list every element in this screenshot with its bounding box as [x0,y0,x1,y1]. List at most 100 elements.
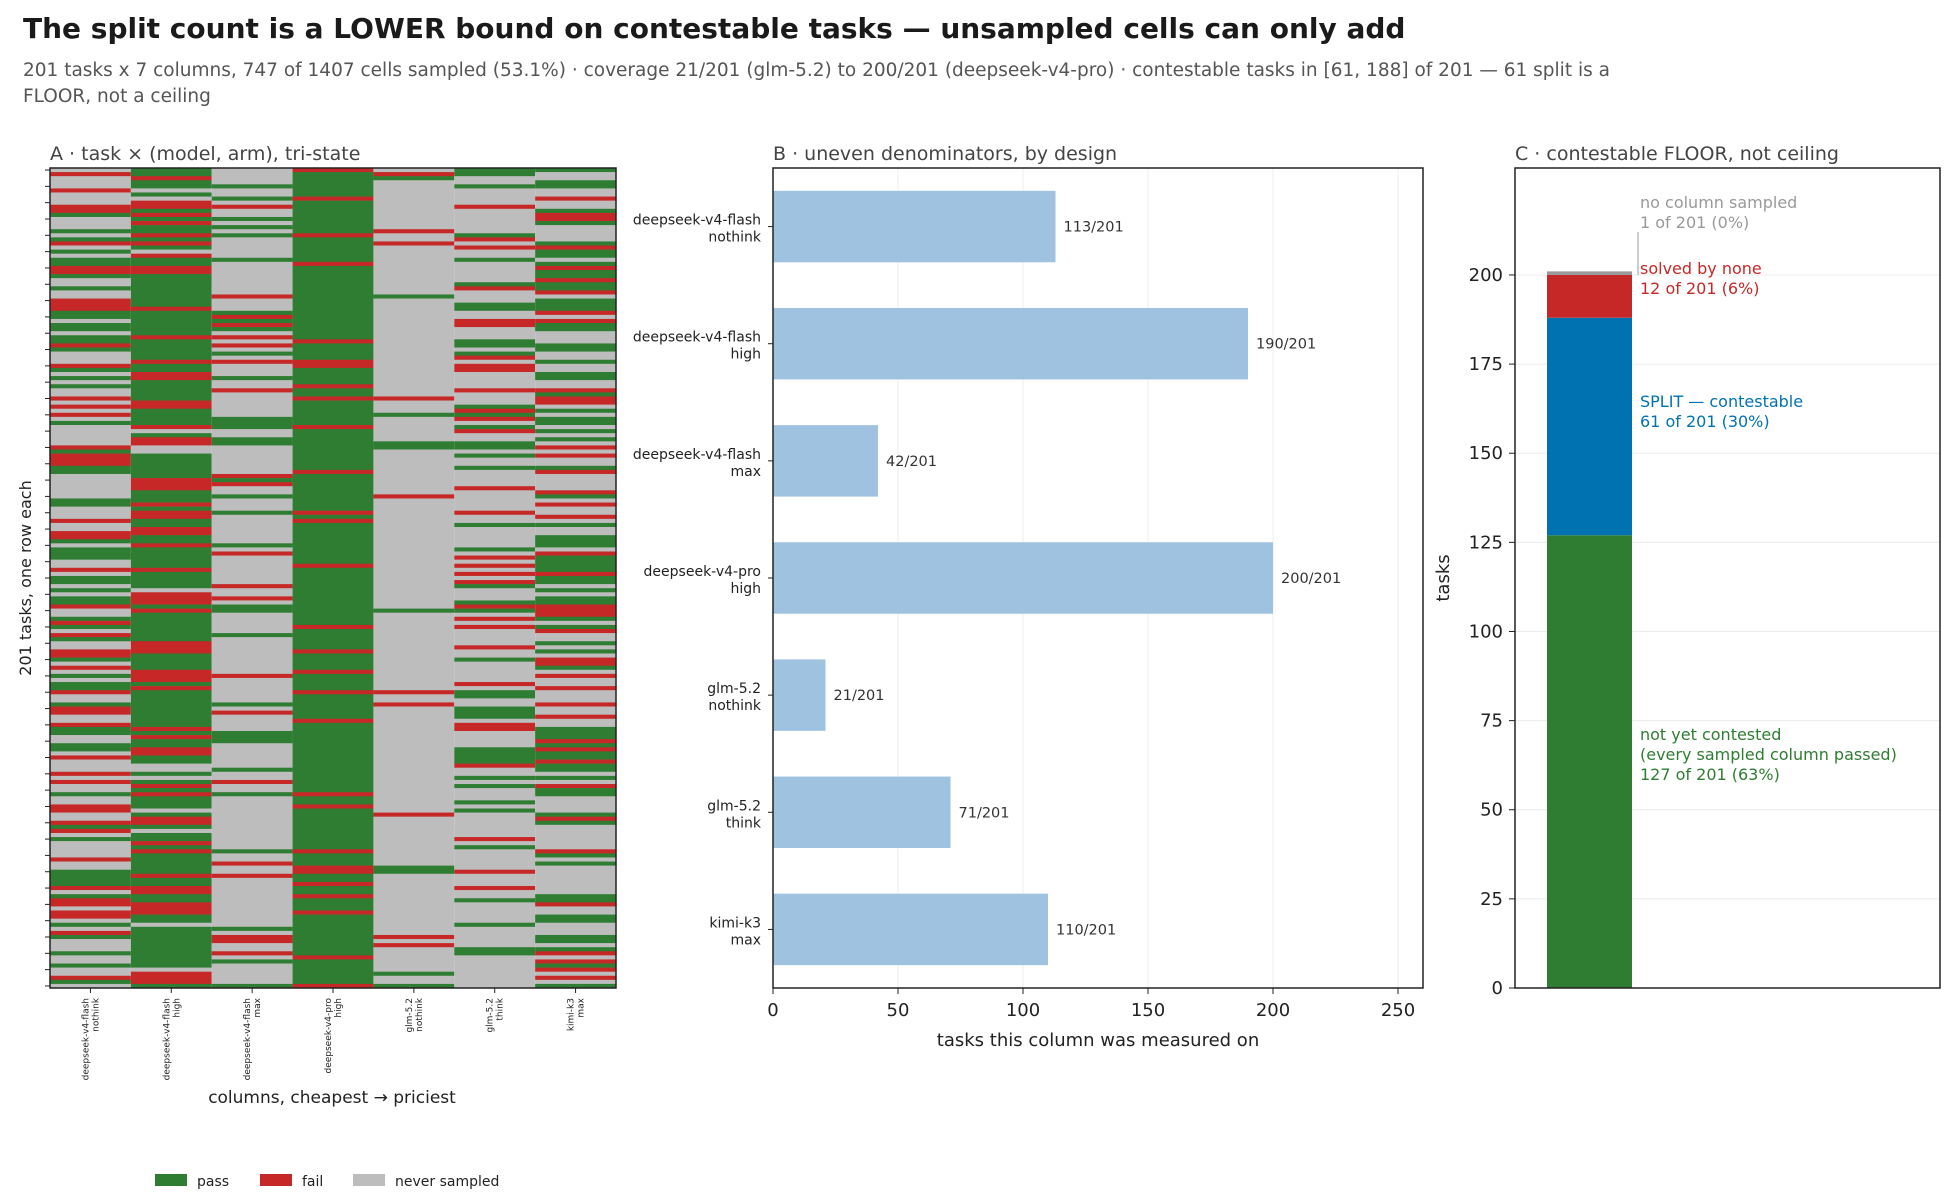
heatmap-cell [50,416,131,422]
heatmap-cell [50,420,131,426]
heatmap-cell [454,698,536,707]
heatmap-cell [50,518,131,524]
heatmap-cell [535,796,616,813]
heatmap-cell [130,592,212,605]
heatmap-cell [454,547,536,552]
heatmap-cell [535,571,616,577]
heatmap-cell [373,498,455,609]
heatmap-cell [50,408,131,414]
heatmap-cell [211,445,293,475]
heatmap-cell [50,571,131,577]
heatmap-cell [292,339,374,344]
heatmap-cell [454,510,536,516]
heatmap-cell [211,233,293,238]
heatmap-cell [535,323,616,332]
heatmap-cell [454,359,536,365]
heatmap-cell [50,841,131,858]
heatmap-cell [535,265,616,271]
heatmap-cell [130,208,212,214]
heatmap-cell [454,608,536,613]
bar-x-tick-label: 150 [1131,1000,1165,1021]
heatmap-cell [373,449,455,495]
heatmap-cell [130,257,212,267]
heatmap-cell [535,404,616,409]
heatmap-cell [292,914,374,956]
heatmap-cell [130,445,212,454]
heatmap-cell [292,853,374,866]
heatmap-cell [211,943,293,952]
heatmap-cell [50,967,131,977]
heatmap-cell [211,437,293,446]
heatmap-column-label-model: glm-5.2 [405,998,415,1033]
heatmap-cell [292,694,374,720]
heatmap-cell [454,465,536,471]
heatmap-cell [454,261,536,283]
heatmap-cell [292,673,374,691]
heatmap-cell [535,951,616,956]
heatmap-cell [535,433,616,438]
heatmap-cell [211,934,293,944]
heatmap-cell [211,637,293,675]
heatmap-cell [454,616,536,622]
heatmap-cell [211,478,293,483]
heatmap-cell [454,588,536,601]
heatmap-cell [50,539,131,544]
heatmap-cell [454,339,536,348]
heatmap-cell [50,677,131,683]
heatmap-cell [292,804,374,809]
heatmap-cell [130,192,212,197]
heatmap-cell [454,318,536,328]
heatmap-cell [50,318,131,324]
heatmap-cell [211,318,293,324]
heatmap-cell [454,412,536,418]
heatmap-cell [535,902,616,907]
heatmap-column-label: glm-5.2think [486,997,506,1032]
heatmap-cell [535,641,616,646]
heatmap-cell [454,767,536,777]
heatmap-cell [535,282,616,291]
heatmap-cell [130,877,212,887]
heatmap-column-label: deepseek-v4-flashhigh [162,998,182,1080]
bar-value-label: 110/201 [1056,922,1116,938]
heatmap-cell [130,359,212,365]
heatmap-cell [535,522,616,528]
heatmap-cell [130,967,212,972]
heatmap-cell [130,686,212,691]
heatmap-cell [50,310,131,320]
bar-category-label-model: glm-5.2 [707,681,761,697]
heatmap-cell [535,784,616,789]
heatmap-cell [292,367,374,385]
stack-y-axis-label: tasks [1433,554,1454,601]
heatmap-cell [50,331,131,336]
heatmap-cell [373,865,455,875]
heatmap-cell [454,168,536,177]
heatmap-cell [50,775,131,781]
heatmap-cell [50,323,131,332]
legend-fail-swatch [260,1174,292,1186]
heatmap-cell [211,388,293,393]
heatmap-column-label-model: deepseek-v4-flash [81,998,91,1080]
heatmap-cell [454,351,536,356]
heatmap-cell [454,841,536,846]
stack-annotations: no column sampled 1 of 201 (0%) solved b… [1640,193,1897,784]
heatmap-cell [50,930,131,936]
heatmap-cell [211,706,293,711]
heatmap-cell [211,323,293,328]
bar-category-label-model: deepseek-v4-flash [633,447,761,463]
heatmap-cell [535,221,616,226]
heatmap-cell [454,257,536,263]
heatmap-cell [292,514,374,520]
heatmap-cell [50,922,131,928]
heatmap-cell [50,380,131,385]
heatmap-cell [454,629,536,646]
heatmap-cell [454,408,536,414]
heatmap-cell [292,233,374,238]
heatmap-column-label-arm: max [577,997,587,1017]
heatmap-cell [50,575,131,585]
heatmap-cell [535,465,616,471]
heatmap-cell [130,335,212,340]
heatmap-cell [373,873,455,936]
heatmap-cell [454,690,536,699]
annot-solved-none-line1: solved by none [1640,259,1762,278]
annot-not-contested-line1: not yet contested [1640,725,1781,744]
